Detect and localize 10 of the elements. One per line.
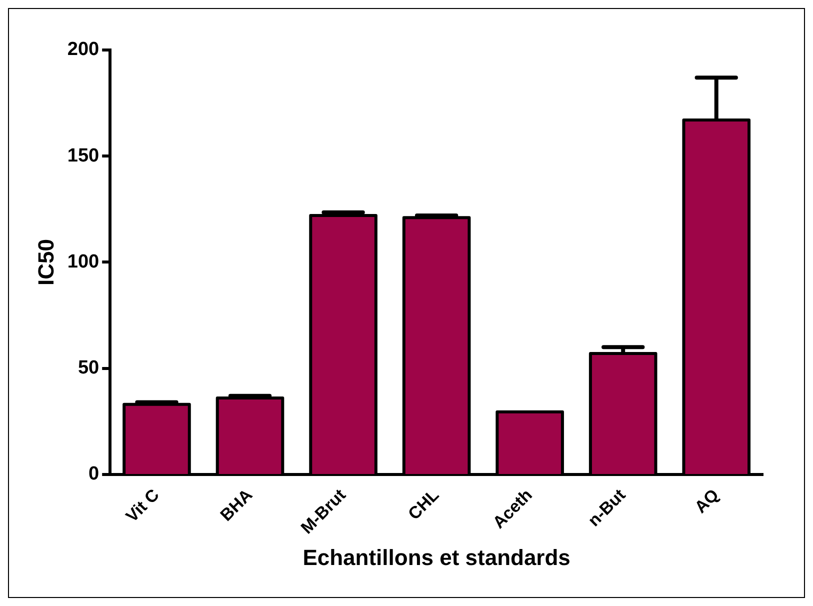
x-tick-label: AQ — [691, 485, 723, 517]
y-tick-label: 100 — [67, 251, 100, 272]
x-tick-label: Vit C — [122, 485, 163, 526]
y-axis-title: IC50 — [33, 238, 58, 286]
y-tick-label: 50 — [78, 358, 100, 379]
x-tick-label: CHL — [404, 485, 443, 524]
y-tick-label: 0 — [88, 464, 100, 485]
y-tick-label: 150 — [67, 145, 100, 166]
y-tick-label: 200 — [67, 39, 100, 60]
x-axis-title: Echantillons et standards — [302, 544, 570, 570]
